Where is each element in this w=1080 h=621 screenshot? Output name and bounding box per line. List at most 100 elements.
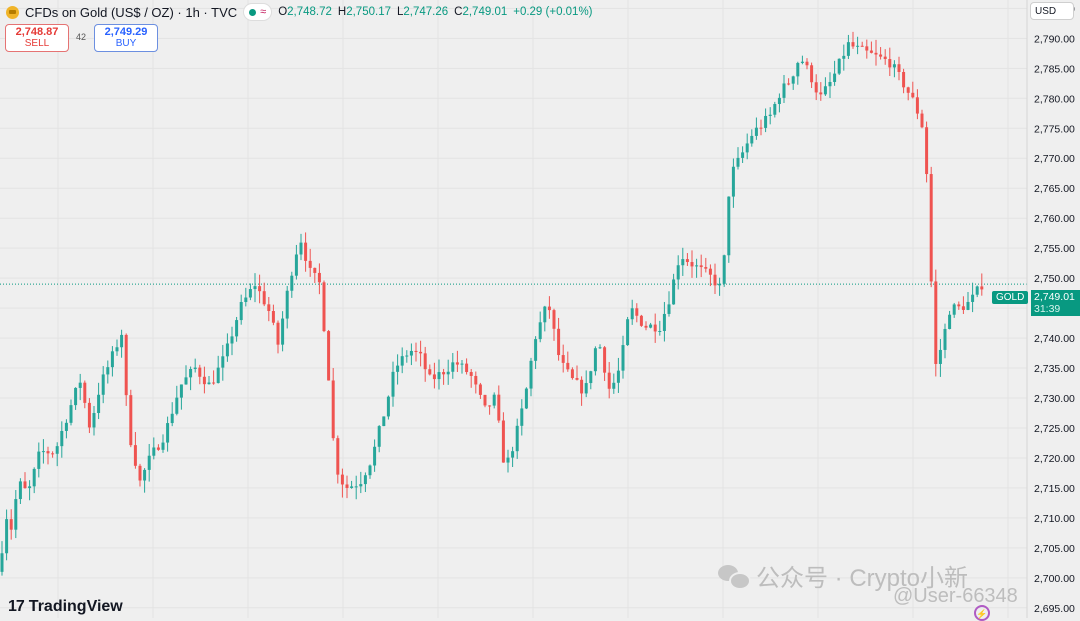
- candle-body: [290, 275, 294, 291]
- y-tick-label: 2,700.00: [1034, 573, 1075, 585]
- candle-body: [9, 519, 13, 530]
- candle-body: [566, 362, 570, 370]
- candle-body: [938, 349, 942, 364]
- y-tick-label: 2,705.00: [1034, 543, 1075, 555]
- candle-body: [621, 345, 625, 371]
- candle-body: [888, 59, 892, 68]
- candle-body: [782, 83, 786, 98]
- candle-body: [253, 286, 257, 290]
- tradingview-logo[interactable]: 17 TradingView: [8, 598, 123, 616]
- candle-body: [552, 310, 556, 329]
- candle-body: [736, 157, 740, 167]
- candle-body: [138, 465, 142, 481]
- candle-body: [851, 42, 855, 47]
- y-tick-label: 2,730.00: [1034, 393, 1075, 405]
- candle-body: [248, 289, 252, 298]
- y-tick-label: 2,735.00: [1034, 363, 1075, 375]
- candle-body: [331, 380, 335, 439]
- candle-body: [391, 371, 395, 397]
- candle-body: [354, 486, 358, 488]
- last-price-value: 2,749.01: [1034, 291, 1075, 303]
- candle-body: [685, 259, 689, 263]
- candle-body: [212, 382, 216, 384]
- candle-body: [520, 408, 524, 426]
- candle-body: [879, 54, 883, 57]
- y-tick-label: 2,720.00: [1034, 453, 1075, 465]
- candle-body: [377, 426, 381, 447]
- candle-body: [957, 304, 961, 307]
- close-label: C: [454, 6, 463, 18]
- candle-body: [304, 242, 308, 261]
- candle-body: [865, 46, 869, 51]
- candle-body: [202, 376, 206, 385]
- low-value: 2,747.26: [403, 6, 449, 18]
- candle-body: [235, 320, 239, 337]
- candle-body: [777, 97, 781, 105]
- candle-body: [561, 355, 565, 363]
- candle-body: [501, 420, 505, 463]
- candle-body: [543, 306, 547, 323]
- market-open-dot-icon: [249, 8, 257, 16]
- candle-body: [593, 348, 597, 372]
- candle-body: [18, 481, 22, 500]
- candle-body: [373, 446, 377, 466]
- candle-body: [810, 65, 814, 83]
- lightning-icon[interactable]: ⚡: [974, 605, 990, 621]
- candle-body: [718, 283, 722, 286]
- candle-body: [897, 64, 901, 72]
- candle-body: [396, 365, 400, 372]
- candle-body: [308, 260, 312, 268]
- candle-body: [787, 83, 791, 85]
- candle-body: [152, 447, 156, 456]
- candle-body: [382, 416, 386, 427]
- candle-body: [193, 367, 197, 370]
- candle-body: [856, 45, 860, 47]
- close-value: 2,749.01: [462, 6, 508, 18]
- change-value: +0.29 (+0.01%): [513, 6, 593, 18]
- candle-body: [603, 347, 607, 373]
- sell-button[interactable]: 2,748.87 SELL: [5, 24, 69, 52]
- candle-body: [460, 363, 464, 365]
- candle-body: [626, 319, 630, 346]
- chart-header: CFDs on Gold (US$ / OZ) · 1h · TVC ≈ O2,…: [6, 3, 593, 21]
- candle-body: [363, 475, 367, 485]
- candle-body: [805, 61, 809, 66]
- candle-body: [902, 71, 906, 88]
- candle-body: [419, 351, 423, 354]
- candle-body: [966, 301, 970, 310]
- candle-body: [883, 56, 887, 60]
- candle-body: [676, 265, 680, 280]
- candle-body: [92, 413, 96, 428]
- candle-body: [557, 328, 561, 356]
- candle-body: [892, 64, 896, 68]
- candle-body: [129, 395, 133, 446]
- candle-body: [635, 308, 639, 316]
- y-tick-label: 2,770.00: [1034, 153, 1075, 165]
- candle-body: [465, 363, 469, 373]
- candle-body: [451, 362, 455, 372]
- candle-body: [189, 369, 193, 378]
- high-label: H: [337, 6, 347, 18]
- candle-body: [69, 405, 73, 423]
- candle-body: [690, 262, 694, 267]
- candle-body: [943, 328, 947, 350]
- y-tick-label: 2,715.00: [1034, 483, 1075, 495]
- symbol-title[interactable]: CFDs on Gold (US$ / OZ) · 1h · TVC: [25, 4, 238, 20]
- buy-button[interactable]: 2,749.29 BUY: [94, 24, 158, 52]
- candle-body: [750, 135, 754, 144]
- candle-body: [704, 267, 708, 269]
- price-axis[interactable]: 2,695.00 2,700.00 2,705.00 2,710.00 2,715.00…: [1026, 0, 1080, 618]
- currency-select[interactable]: USD: [1030, 2, 1074, 20]
- market-status-pill[interactable]: ≈: [243, 3, 273, 21]
- tradingview-mark-icon: 17: [8, 598, 25, 615]
- candle-body: [925, 127, 929, 175]
- candle-body: [60, 430, 64, 447]
- candle-body: [285, 290, 289, 319]
- candle-body: [800, 61, 804, 63]
- candle-body: [106, 367, 110, 375]
- candle-body: [515, 425, 519, 452]
- candle-body: [833, 73, 837, 82]
- candle-body: [754, 127, 758, 136]
- candle-body: [948, 314, 952, 329]
